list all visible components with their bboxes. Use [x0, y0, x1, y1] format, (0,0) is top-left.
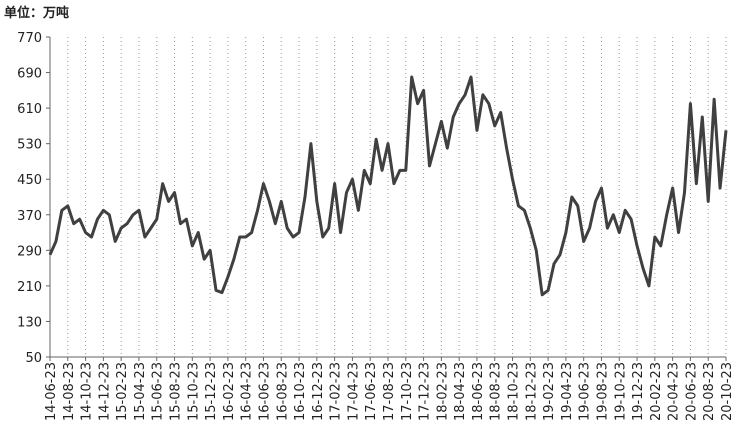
x-tick-label: 16-08-23 — [275, 362, 290, 421]
x-tick-label: 15-04-23 — [133, 362, 148, 421]
x-tick-label: 15-08-23 — [169, 362, 184, 421]
y-tick-label: 610 — [17, 102, 42, 117]
x-tick-label: 14-08-23 — [62, 362, 77, 421]
x-tick-label: 17-06-23 — [364, 362, 379, 421]
x-tick-label: 19-08-23 — [595, 362, 610, 421]
x-tick-label: 18-02-23 — [435, 362, 450, 421]
y-tick-label: 450 — [17, 173, 42, 188]
x-tick-label: 17-04-23 — [346, 362, 361, 421]
x-tick-label: 17-08-23 — [382, 362, 397, 421]
x-tick-label: 16-02-23 — [222, 362, 237, 421]
data-line — [48, 75, 728, 297]
y-tick-label: 290 — [17, 244, 42, 259]
x-tick-label: 20-06-23 — [684, 362, 699, 421]
x-tick-label: 16-04-23 — [240, 362, 255, 421]
x-tick-label: 19-10-23 — [613, 362, 628, 421]
x-tick-label: 18-10-23 — [507, 362, 522, 421]
x-tick-label: 19-02-23 — [542, 362, 557, 421]
x-tick-label: 17-10-23 — [400, 362, 415, 421]
x-tick-label: 18-06-23 — [471, 362, 486, 421]
x-tick-label: 17-02-23 — [329, 362, 344, 421]
chart-title: 单位：万吨 — [4, 5, 69, 21]
y-tick-label: 210 — [17, 280, 42, 295]
x-tick-label: 15-12-23 — [204, 362, 219, 421]
x-tick-label: 20-08-23 — [702, 362, 717, 421]
x-tick-label: 19-12-23 — [631, 362, 646, 421]
x-tick-label: 17-12-23 — [418, 362, 433, 421]
x-tick-label: 14-12-23 — [97, 362, 112, 421]
x-tick-label: 15-02-23 — [115, 362, 130, 421]
x-tick-label: 20-04-23 — [667, 362, 682, 421]
x-tick-label: 20-02-23 — [649, 362, 664, 421]
x-tick-label: 20-10-23 — [720, 362, 735, 421]
x-tick-label: 15-06-23 — [151, 362, 166, 421]
x-tick-label: 18-04-23 — [453, 362, 468, 421]
x-tick-label: 16-06-23 — [257, 362, 272, 421]
y-tick-label: 770 — [17, 31, 42, 46]
x-tick-label: 18-12-23 — [524, 362, 539, 421]
y-tick-label: 370 — [17, 209, 42, 224]
y-tick-label: 530 — [17, 138, 42, 153]
x-tick-label: 19-06-23 — [578, 362, 593, 421]
x-tick-label: 16-12-23 — [311, 362, 326, 421]
y-tick-label: 130 — [17, 315, 42, 330]
y-tick-label: 690 — [17, 67, 42, 82]
x-tick-label: 14-10-23 — [80, 362, 95, 421]
y-tick-label: 50 — [25, 351, 42, 366]
x-tick-label: 14-06-23 — [44, 362, 59, 421]
x-tick-label: 15-10-23 — [186, 362, 201, 421]
x-tick-label: 19-04-23 — [560, 362, 575, 421]
x-tick-label: 18-08-23 — [489, 362, 504, 421]
x-tick-label: 16-10-23 — [293, 362, 308, 421]
